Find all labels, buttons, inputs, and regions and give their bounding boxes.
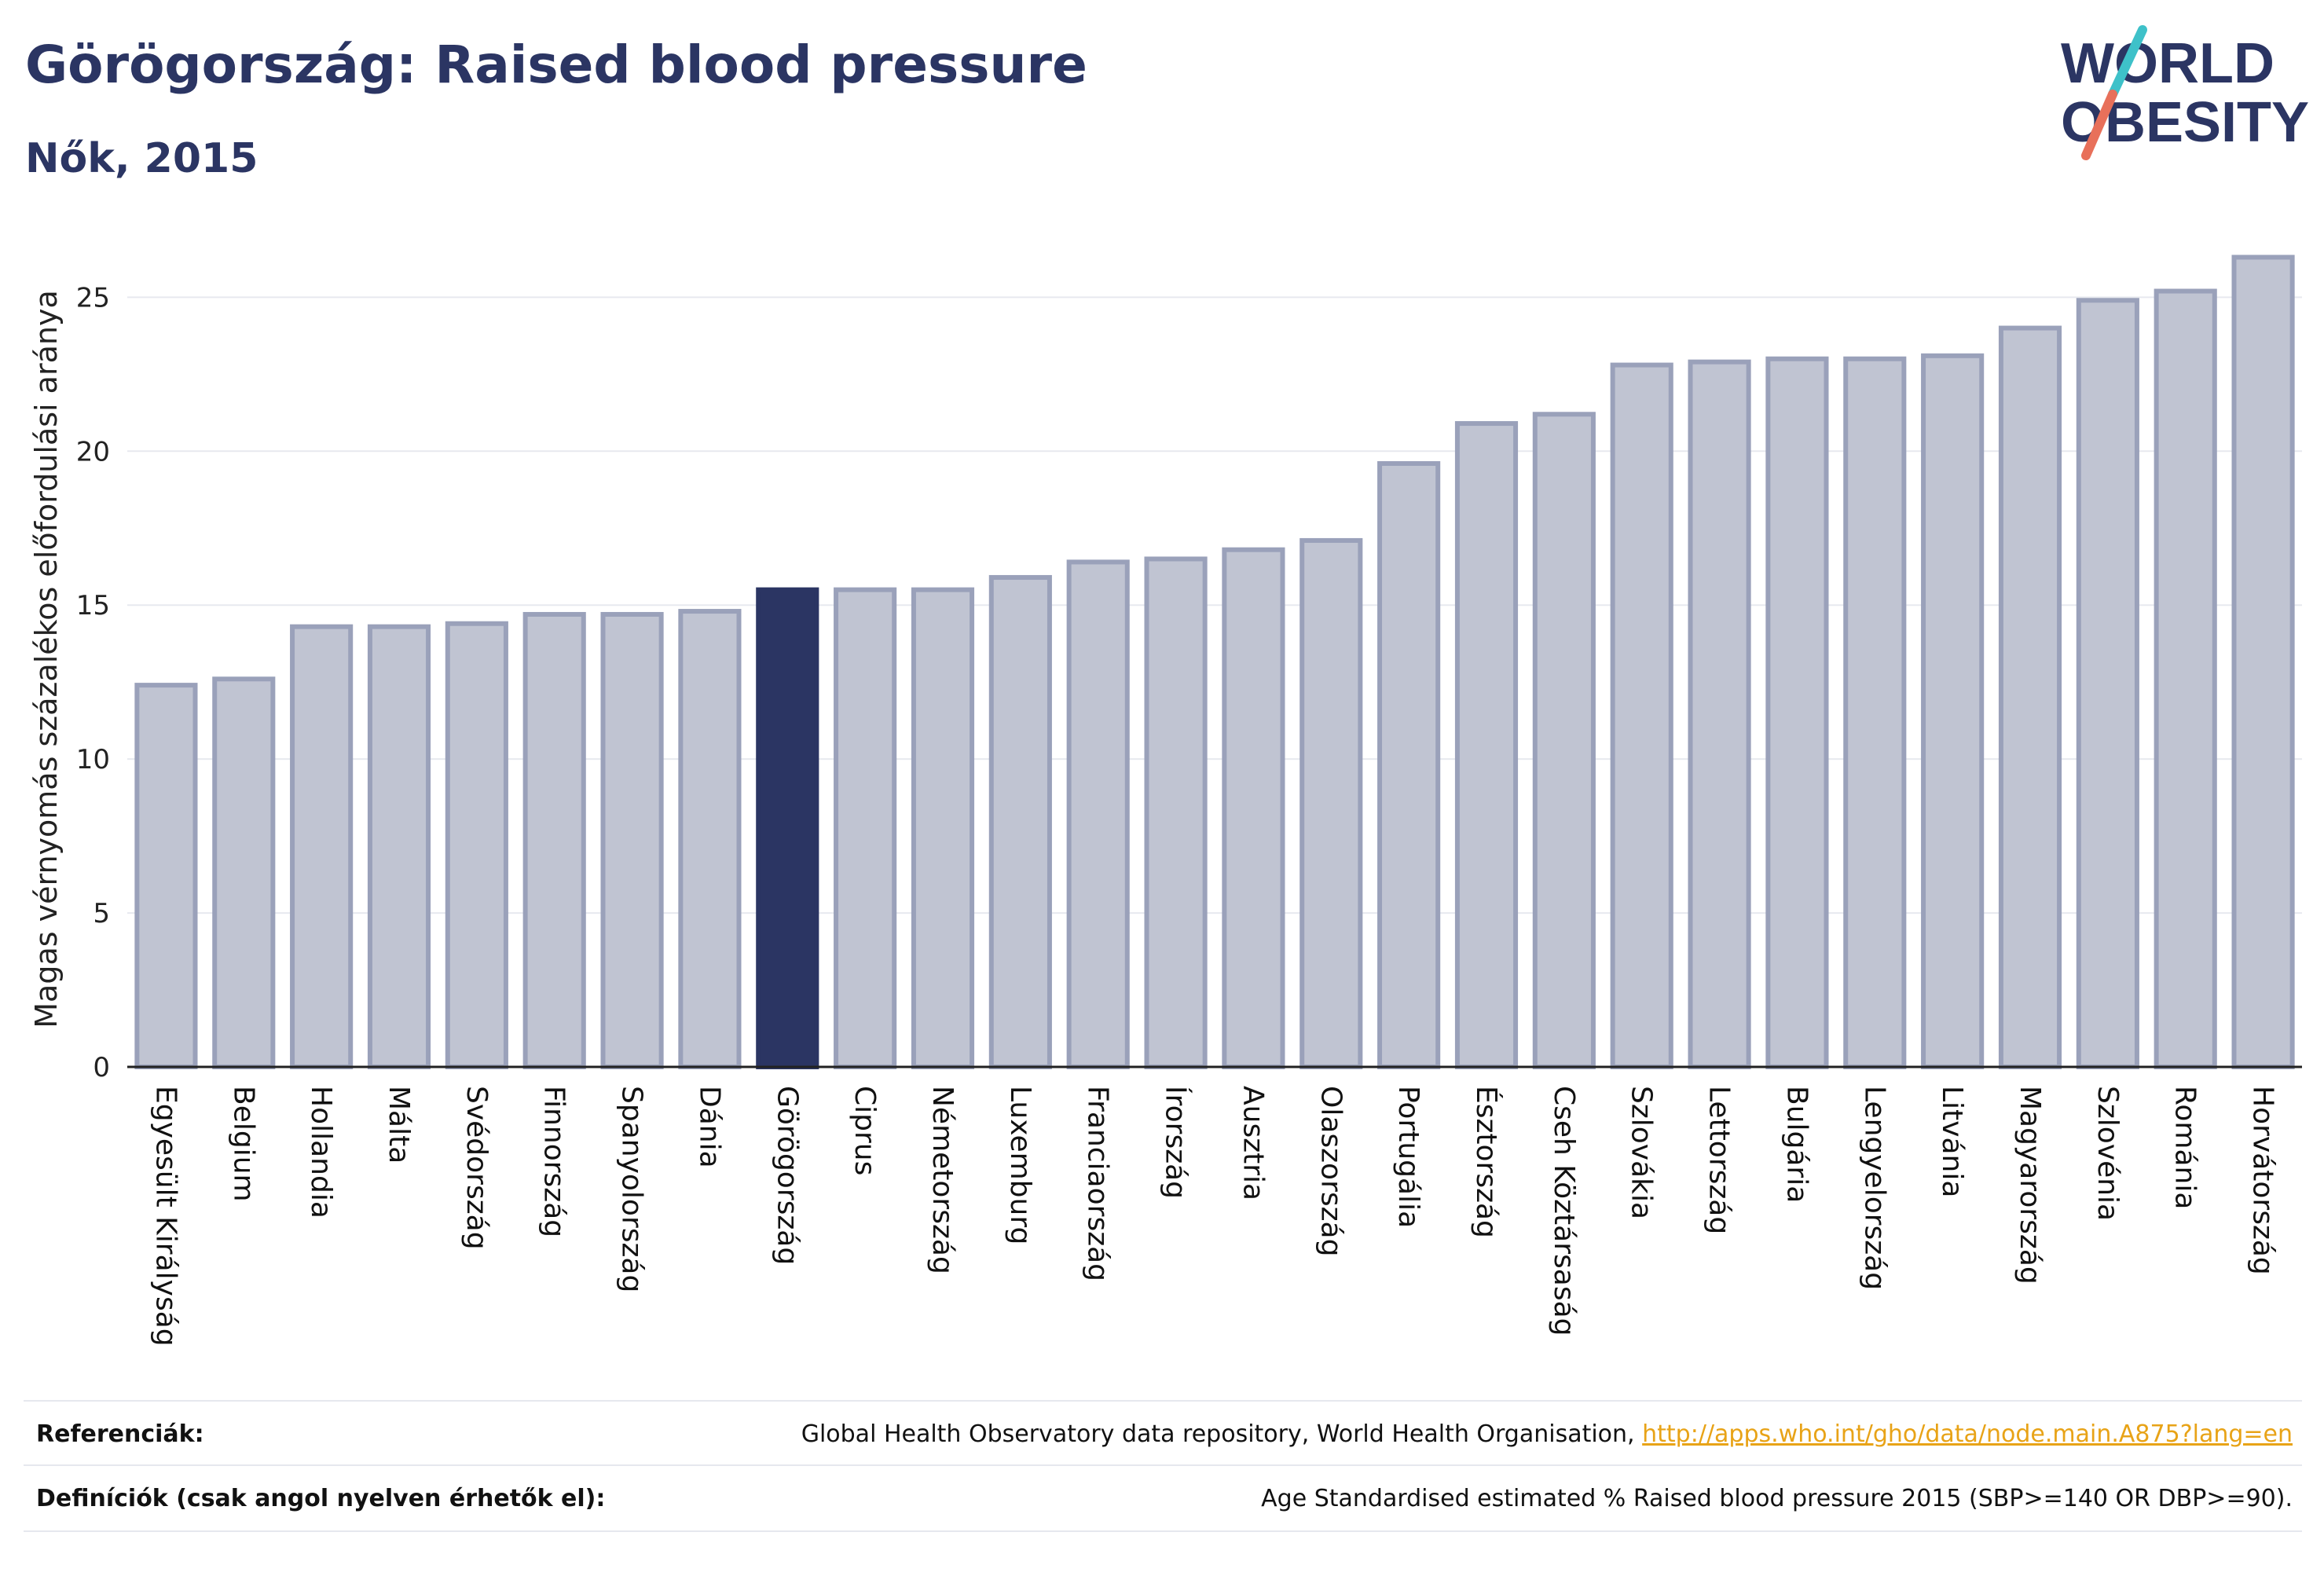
bar — [911, 587, 975, 1069]
bar — [290, 624, 354, 1069]
x-tick-label: Spanyolország — [616, 1086, 648, 1292]
x-tick-label: Portugália — [1392, 1086, 1424, 1228]
world-obesity-logo: WORLD OBESITY — [2061, 25, 2309, 160]
bar — [1610, 362, 1673, 1070]
bar — [1532, 412, 1596, 1070]
bar — [1066, 559, 1130, 1069]
y-tick-label: 5 — [93, 898, 110, 929]
chart-subtitle: Nők, 2015 — [25, 135, 258, 182]
x-tick-label: Cseh Köztársaság — [1548, 1086, 1580, 1336]
x-tick-label: Lengyelország — [1858, 1086, 1890, 1290]
x-tick-label: Egyesült Királyság — [149, 1086, 181, 1347]
bar — [834, 587, 897, 1069]
bar — [522, 611, 586, 1069]
bar — [1998, 325, 2062, 1070]
bar — [600, 611, 664, 1069]
bar — [445, 621, 508, 1069]
x-tick-label: Olaszország — [1314, 1086, 1347, 1256]
bar — [1688, 359, 1751, 1070]
logo-slash-top — [2108, 25, 2147, 99]
y-tick-label: 15 — [76, 590, 110, 621]
y-tick-label: 25 — [76, 282, 110, 313]
bar — [1454, 421, 1519, 1070]
bar — [2154, 288, 2217, 1070]
x-tick-label: Ciprus — [849, 1086, 881, 1175]
y-tick-label: 20 — [76, 436, 110, 467]
references-row: Referenciák: Global Health Observatory d… — [24, 1400, 2302, 1466]
x-tick-label: Luxemburg — [1004, 1086, 1036, 1244]
x-tick-label: Dánia — [693, 1086, 725, 1168]
references-link[interactable]: http://apps.who.int/gho/data/node.main.A… — [1642, 1420, 2293, 1448]
bar — [1843, 356, 1907, 1070]
y-tick-label: 10 — [76, 744, 110, 775]
bar — [2231, 255, 2295, 1069]
bar — [1921, 353, 1985, 1070]
x-tick-label: Románia — [2169, 1086, 2201, 1209]
x-tick-label: Bulgária — [1780, 1086, 1813, 1203]
bar — [1222, 547, 1285, 1069]
bar — [212, 676, 276, 1069]
bar — [1144, 556, 1208, 1069]
x-tick-label: Lettország — [1703, 1086, 1736, 1234]
references-label: Referenciák: — [36, 1420, 204, 1448]
logo-line-1: WORLD — [2061, 32, 2275, 95]
x-tick-label: Finnország — [538, 1086, 570, 1237]
x-tick-label: Svédország — [460, 1086, 493, 1250]
x-tick-label: Görögország — [771, 1086, 803, 1265]
x-tick-label: Belgium — [227, 1086, 259, 1202]
x-tick-label: Franciaország — [1082, 1086, 1114, 1281]
definitions-text: Age Standardised estimated % Raised bloo… — [1261, 1485, 2293, 1512]
x-tick-label: Észtország — [1470, 1086, 1503, 1238]
x-tick-label: Írország — [1160, 1086, 1193, 1199]
bar — [1299, 537, 1363, 1069]
x-tick-label: Horvátország — [2247, 1086, 2279, 1275]
x-tick-label: Málta — [383, 1086, 415, 1164]
x-tick-label: Ausztria — [1237, 1086, 1269, 1200]
y-axis-label: Magas vérnyomás százalékos előfordulási … — [29, 290, 64, 1028]
x-tick-label: Németország — [926, 1086, 959, 1274]
bar — [988, 574, 1052, 1069]
references-text: Global Health Observatory data repositor… — [801, 1420, 1635, 1448]
definitions-row: Definíciók (csak angol nyelven érhetők e… — [24, 1464, 2302, 1532]
references-value: Global Health Observatory data repositor… — [801, 1420, 2293, 1448]
x-tick-label: Litvánia — [1936, 1086, 1968, 1197]
x-tick-label: Szlovákia — [1626, 1086, 1658, 1219]
bar — [678, 609, 742, 1069]
bar — [756, 587, 819, 1069]
bar — [1377, 460, 1441, 1069]
bar — [1765, 356, 1829, 1070]
x-tick-label: Hollandia — [305, 1086, 337, 1219]
logo-slash-bottom — [2081, 90, 2117, 160]
x-tick-label: Szlovénia — [2091, 1086, 2124, 1221]
bar-chart: 0 5 10 15 20 25 Magas vérnyomás százalékos elő… — [29, 255, 2302, 1347]
chart-title: Görögország: Raised blood pressure — [25, 35, 1087, 95]
bar — [2076, 298, 2139, 1070]
x-tick-label: Magyarország — [2014, 1086, 2046, 1285]
y-tick-label: 0 — [93, 1052, 110, 1083]
bar — [367, 624, 431, 1069]
definitions-label: Definíciók (csak angol nyelven érhetők e… — [36, 1485, 606, 1512]
bar — [134, 683, 198, 1069]
